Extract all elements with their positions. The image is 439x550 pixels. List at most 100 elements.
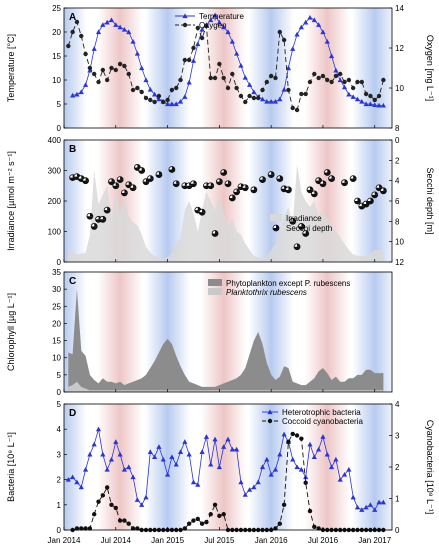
data-point	[381, 77, 386, 83]
data-point	[302, 230, 310, 237]
axes-panel-A: 0 5 10 15 20 25 8 10 12 14 A Temperature [°C] Oxygen…	[6, 4, 435, 133]
data-point	[268, 73, 274, 79]
data-point	[126, 71, 131, 77]
y-tick-label: 30	[52, 285, 61, 294]
data-point	[212, 12, 218, 18]
data-point	[350, 94, 356, 99]
plot-frame	[63, 7, 393, 129]
data-point	[182, 526, 188, 531]
data-point	[241, 184, 249, 192]
legend-entry: Secchi depth	[286, 224, 332, 233]
y-tick-label: 5	[57, 400, 62, 409]
data-point	[122, 63, 127, 69]
data-point	[260, 87, 265, 93]
data-point	[217, 61, 222, 67]
data-point	[380, 499, 386, 505]
data-point	[255, 479, 261, 485]
panel-B	[68, 164, 387, 262]
y2-tick-label: 14	[395, 4, 404, 13]
data-point	[268, 99, 274, 104]
data-point	[293, 243, 301, 251]
data-point	[65, 477, 71, 482]
data-point	[191, 518, 196, 523]
y-tick-label: 100	[48, 228, 62, 237]
y-axis-label: Chlorophyll [µg L⁻¹]	[6, 293, 16, 371]
data-point	[285, 186, 292, 194]
data-point	[78, 89, 84, 95]
data-point	[186, 57, 192, 63]
data-point	[199, 27, 205, 32]
data-point	[134, 497, 140, 502]
data-point	[92, 71, 97, 77]
data-point	[277, 29, 282, 35]
data-point	[354, 197, 361, 205]
y-axis-label: Bacteria [10⁹ L⁻¹]	[6, 432, 16, 502]
data-point	[247, 93, 252, 99]
series-line	[68, 429, 384, 511]
winter-band	[352, 8, 392, 128]
data-point	[74, 526, 80, 531]
data-point	[74, 479, 80, 485]
season-bands	[64, 8, 392, 530]
data-point	[294, 107, 300, 113]
data-point	[70, 92, 76, 98]
data-point	[277, 521, 282, 526]
legend-entry: Phytoplankton except P. rubescens	[226, 279, 350, 288]
data-point	[156, 93, 162, 99]
data-point	[116, 176, 124, 184]
data-point	[221, 24, 227, 30]
data-point	[104, 19, 110, 25]
data-point	[238, 63, 244, 68]
data-point	[286, 87, 291, 93]
y-tick-label: 20	[52, 28, 61, 37]
data-point	[337, 77, 343, 83]
series-irradiance	[68, 164, 384, 262]
y-tick-label: 400	[48, 136, 62, 145]
legend-panel-C: Phytoplankton except P. rubescensPlankto…	[208, 279, 350, 297]
data-point	[234, 85, 239, 91]
data-point	[307, 508, 313, 514]
data-point	[195, 482, 201, 487]
data-point	[208, 17, 214, 23]
data-point	[217, 513, 222, 519]
data-point	[117, 24, 123, 30]
legend-swatch	[208, 288, 222, 295]
data-point	[243, 99, 248, 105]
data-point	[316, 75, 321, 81]
data-point	[173, 101, 179, 107]
data-point	[234, 51, 240, 56]
summer-band	[97, 272, 143, 392]
data-point	[66, 43, 71, 49]
y2-tick-label: 6	[395, 197, 400, 206]
data-point	[122, 518, 127, 523]
data-point	[70, 29, 75, 35]
data-point	[104, 466, 110, 472]
y-tick-label: 2	[57, 476, 62, 485]
data-point	[333, 73, 339, 79]
data-point	[152, 454, 158, 459]
data-point	[129, 184, 137, 192]
data-point	[177, 99, 184, 104]
y-tick-label: 200	[48, 197, 62, 206]
data-point	[147, 87, 153, 92]
data-point	[238, 93, 244, 99]
data-point	[376, 499, 382, 505]
data-point	[156, 96, 162, 102]
data-point	[121, 27, 128, 32]
data-point	[346, 77, 352, 83]
data-point	[211, 230, 219, 237]
data-point	[220, 169, 228, 176]
data-point	[100, 493, 106, 498]
data-point	[169, 101, 175, 107]
data-point	[324, 39, 330, 44]
data-point	[221, 444, 227, 449]
data-point	[264, 99, 270, 104]
data-point	[87, 65, 93, 71]
data-point	[328, 53, 335, 59]
data-point	[96, 79, 101, 85]
y-axis-label: Temperature [°C]	[6, 34, 16, 102]
data-point	[173, 461, 179, 467]
data-point	[354, 504, 361, 510]
legend-swatch	[270, 214, 282, 221]
